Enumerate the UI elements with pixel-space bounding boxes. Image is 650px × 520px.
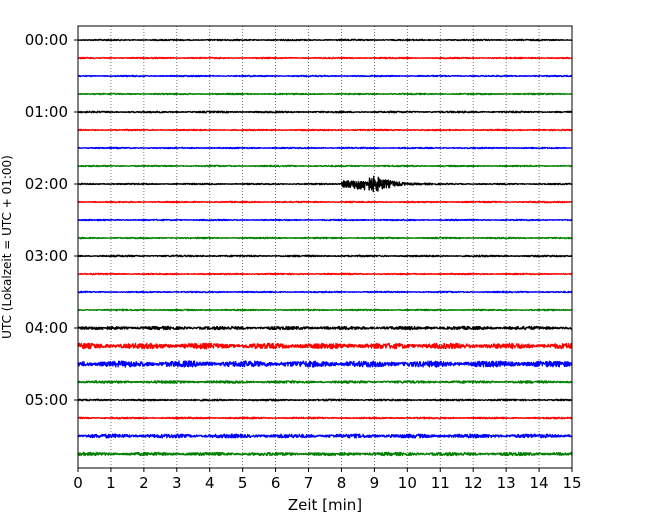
grid (110, 26, 540, 468)
y-tick-label: 02:00 (25, 175, 68, 193)
x-axis-label: Zeit [min] (288, 496, 362, 514)
seismogram-trace (77, 146, 573, 150)
seismogram-trace (77, 74, 573, 78)
seismogram-trace (77, 56, 573, 60)
x-tick-label: 3 (172, 474, 182, 492)
x-tick-label: 0 (73, 474, 83, 492)
x-tick-label: 14 (530, 474, 549, 492)
y-tick-label: 00:00 (25, 31, 68, 49)
seismogram-trace (77, 433, 573, 439)
traces (77, 38, 573, 457)
seismogram-trace (77, 254, 573, 258)
seismogram-trace (77, 342, 573, 350)
y-tick-label: 03:00 (25, 247, 68, 265)
seismogram-trace (77, 272, 573, 276)
y-tick-label: 01:00 (25, 103, 68, 121)
seismogram-trace (77, 360, 573, 368)
x-tick-label: 7 (304, 474, 314, 492)
y-tick-label: 04:00 (25, 319, 68, 337)
seismogram-trace (77, 164, 573, 168)
x-tick-label: 2 (139, 474, 149, 492)
x-tick-label: 15 (562, 474, 581, 492)
seismogram-trace (77, 236, 573, 240)
seismogram-trace (77, 308, 573, 312)
x-tick-label: 8 (337, 474, 347, 492)
seismogram-trace (77, 200, 573, 204)
seismogram-trace (77, 290, 573, 294)
seismogram-trace (77, 451, 573, 457)
seismogram-trace (77, 110, 573, 114)
seismogram-trace (77, 398, 573, 402)
seismogram-trace (77, 325, 573, 331)
plot-frame (77, 25, 573, 469)
y-tick-label: 05:00 (25, 391, 68, 409)
x-tick-label: 13 (497, 474, 516, 492)
x-tick-label: 10 (398, 474, 417, 492)
seismogram-trace (77, 92, 573, 96)
x-tick-label: 12 (464, 474, 483, 492)
x-tick-label: 11 (431, 474, 450, 492)
x-tick-label: 6 (271, 474, 281, 492)
x-tick-label: 9 (370, 474, 380, 492)
x-tick-label: 1 (106, 474, 116, 492)
seismogram-trace (77, 175, 573, 193)
seismogram-trace (77, 416, 573, 420)
x-axis-ticks: 0 1 2 3 4 5 6 7 8 9 10 11 12 13 14 15 (73, 468, 582, 492)
seismogram-trace (77, 218, 573, 222)
y-axis-label: UTC (Lokalzeit = UTC + 01:00) (0, 155, 14, 339)
x-tick-label: 4 (205, 474, 215, 492)
x-tick-label: 5 (238, 474, 248, 492)
seismogram-trace (77, 380, 573, 384)
seismogram-trace (77, 128, 573, 132)
y-axis-ticks: 00:00 01:00 02:00 03:00 04:00 05:00 (25, 31, 78, 409)
seismogram-trace (77, 38, 573, 42)
